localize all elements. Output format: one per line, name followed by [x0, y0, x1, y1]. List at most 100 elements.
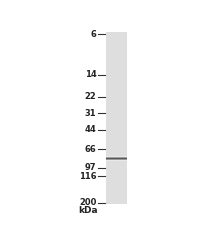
Bar [106, 66, 127, 68]
Text: 44: 44 [85, 125, 97, 134]
Bar [106, 182, 127, 184]
Bar [106, 180, 127, 182]
Bar [106, 123, 127, 125]
Bar [106, 32, 127, 33]
Bar [106, 173, 127, 175]
Text: 31: 31 [85, 109, 97, 118]
Bar [106, 116, 127, 118]
Bar [106, 165, 127, 166]
Bar [106, 125, 127, 127]
Bar [106, 77, 127, 78]
Bar [106, 80, 127, 82]
Bar [106, 118, 127, 120]
Bar [106, 45, 127, 47]
Bar [106, 199, 127, 201]
Bar [106, 147, 127, 149]
Bar [106, 63, 127, 64]
Bar [106, 192, 127, 194]
Bar [106, 127, 127, 128]
Bar [106, 108, 127, 109]
Bar [106, 35, 127, 37]
Bar [106, 111, 127, 113]
Bar [106, 84, 127, 85]
Bar [106, 44, 127, 45]
Bar [106, 68, 127, 70]
Bar [106, 64, 127, 66]
Bar [106, 132, 127, 133]
Bar [106, 120, 127, 121]
Bar [106, 58, 127, 59]
Bar [106, 75, 127, 77]
Bar [106, 97, 127, 99]
Bar [106, 149, 127, 151]
Bar [106, 42, 127, 44]
Bar [106, 96, 127, 97]
Bar [106, 106, 127, 108]
Bar [106, 51, 127, 52]
Bar [106, 151, 127, 153]
Bar [106, 156, 127, 158]
Bar [106, 37, 127, 38]
Bar [106, 78, 127, 80]
Bar [106, 135, 127, 137]
Bar [106, 146, 127, 147]
Text: 6: 6 [91, 30, 97, 39]
Bar [106, 73, 127, 75]
Bar [106, 144, 127, 146]
Text: 14: 14 [85, 71, 97, 79]
Bar [106, 54, 127, 56]
Bar [106, 61, 127, 63]
Bar [106, 142, 127, 144]
Bar [106, 109, 127, 111]
Bar [106, 201, 127, 203]
Bar [106, 159, 127, 161]
Bar [106, 194, 127, 196]
Bar [106, 139, 127, 140]
Bar [106, 47, 127, 49]
Bar [106, 40, 127, 42]
Text: 22: 22 [85, 92, 97, 101]
Bar [106, 196, 127, 198]
Bar [106, 82, 127, 84]
Text: 116: 116 [79, 172, 97, 181]
Bar [106, 121, 127, 123]
Bar [106, 71, 127, 73]
Bar [106, 203, 127, 204]
Bar [106, 101, 127, 102]
Bar [106, 94, 127, 96]
Text: 200: 200 [79, 198, 97, 207]
Bar [106, 172, 127, 173]
Bar [106, 56, 127, 58]
Bar [106, 187, 127, 189]
Bar [106, 130, 127, 132]
Bar [106, 184, 127, 185]
Bar [106, 177, 127, 179]
Bar [106, 161, 127, 163]
Bar [106, 170, 127, 172]
Bar [106, 133, 127, 135]
Bar [106, 154, 127, 156]
Text: 97: 97 [85, 163, 97, 172]
Bar [106, 198, 127, 199]
Bar [106, 128, 127, 130]
Bar [106, 92, 127, 94]
Bar [106, 90, 127, 92]
Bar [106, 32, 127, 204]
Bar [106, 70, 127, 71]
Text: 66: 66 [85, 145, 97, 154]
Bar [106, 89, 127, 90]
Bar [106, 153, 127, 154]
Bar [106, 38, 127, 40]
Bar [106, 102, 127, 104]
Bar [106, 191, 127, 192]
Bar [106, 140, 127, 142]
Bar [106, 52, 127, 54]
Bar [106, 49, 127, 51]
Bar [106, 87, 127, 89]
Bar [106, 168, 127, 170]
Bar [106, 189, 127, 191]
Bar [106, 166, 127, 168]
Bar [106, 158, 127, 159]
Bar [106, 137, 127, 139]
Bar [106, 99, 127, 101]
